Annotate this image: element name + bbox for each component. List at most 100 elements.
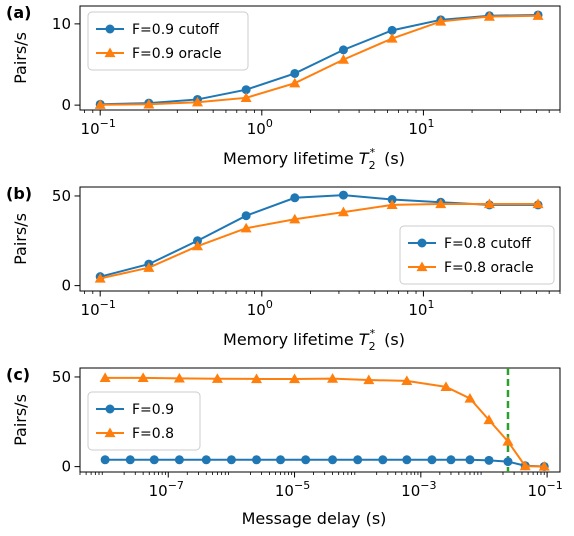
- data-point: [484, 455, 494, 465]
- series-f-0-8-oracle: [94, 198, 544, 283]
- x-tick-exponent: −7: [168, 479, 184, 492]
- data-point: [483, 198, 495, 209]
- data-point: [252, 455, 262, 465]
- plot-frame: [79, 367, 561, 473]
- data-point: [328, 455, 338, 465]
- data-point: [105, 24, 115, 34]
- x-tick-exponent: −5: [294, 479, 310, 492]
- x-axis-label-unit: (s): [366, 509, 387, 528]
- x-tick-label: 10−5: [275, 479, 310, 500]
- data-point: [240, 222, 252, 233]
- data-point: [289, 77, 301, 88]
- data-point: [417, 238, 427, 248]
- data-point: [143, 262, 155, 272]
- legend-box: [87, 11, 249, 71]
- data-point: [327, 373, 339, 383]
- y-axis-label: Pairs/s: [11, 213, 30, 265]
- panel-label: (b): [6, 184, 32, 203]
- data-point: [240, 92, 252, 102]
- x-tick-exponent: 0: [266, 117, 273, 130]
- x-tick-label: 101: [408, 298, 434, 319]
- y-tick-label: 10: [52, 15, 71, 33]
- x-tick-exponent: −1: [100, 117, 116, 130]
- data-point: [464, 392, 476, 403]
- data-point: [94, 99, 106, 109]
- data-point: [427, 455, 437, 465]
- y-tick-label: 0: [61, 458, 71, 476]
- series-line: [99, 203, 539, 280]
- data-point: [378, 455, 388, 465]
- panel-label: (c): [6, 365, 30, 384]
- x-axis-label-superscript: *: [370, 327, 376, 340]
- x-tick-label: 10−1: [81, 298, 116, 319]
- data-point: [337, 206, 349, 217]
- legend: F=0.9 cutoff F=0.9 oracle: [87, 11, 249, 71]
- data-point: [289, 373, 301, 384]
- data-point: [104, 427, 116, 438]
- series-line: [100, 14, 539, 106]
- data-point: [125, 455, 135, 465]
- plot-frame: [79, 5, 561, 111]
- data-point: [191, 240, 203, 251]
- x-axis-label: Memory lifetime T2* (s): [223, 146, 405, 172]
- data-point: [503, 457, 513, 467]
- data-point: [435, 198, 447, 209]
- x-axis-label-text: Message delay: [242, 509, 366, 528]
- x-tick-exponent: −1: [547, 479, 563, 492]
- legend-label: F=0.9 oracle: [132, 46, 222, 62]
- x-tick-label: 101: [408, 117, 434, 138]
- data-point: [211, 373, 223, 383]
- data-point: [137, 372, 149, 382]
- panel-c: 10−7 10−5 10−3 10−1 0 50 Pairs/s (c) Message del…: [6, 365, 563, 528]
- x-tick-exponent: −1: [100, 298, 116, 311]
- panel-label: (a): [6, 3, 31, 22]
- data-point: [401, 375, 413, 386]
- data-point: [337, 54, 349, 64]
- y-tick-label: 0: [61, 277, 71, 295]
- data-point: [191, 96, 203, 107]
- data-point: [416, 261, 428, 272]
- data-point: [353, 455, 363, 465]
- legend-label: F=0.9 cutoff: [132, 22, 219, 38]
- x-tick-exponent: 1: [427, 298, 434, 311]
- y-tick-label: 50: [52, 368, 71, 386]
- x-axis-label-subscript: 2: [369, 340, 376, 353]
- data-point: [402, 455, 412, 465]
- data-point: [440, 381, 452, 391]
- x-axis-label-subscript: 2: [369, 159, 376, 172]
- series-f-0-9: [100, 455, 549, 471]
- data-point: [386, 33, 398, 43]
- x-tick-label: 10−7: [149, 479, 184, 500]
- x-tick-label: 100: [247, 117, 273, 138]
- data-point: [173, 372, 185, 383]
- data-point: [105, 404, 115, 414]
- data-point: [301, 455, 311, 465]
- data-point: [502, 436, 514, 446]
- data-point: [251, 373, 263, 384]
- x-axis-label-unit: (s): [379, 149, 405, 168]
- y-tick-label: 50: [52, 187, 71, 205]
- data-point: [99, 372, 111, 382]
- data-point: [241, 85, 251, 95]
- legend: F=0.9 F=0.8: [87, 391, 201, 451]
- y-axis-label: Pairs/s: [11, 394, 30, 446]
- data-point: [143, 98, 155, 109]
- data-point: [149, 455, 159, 465]
- data-point: [435, 15, 447, 26]
- x-tick-label: 10−3: [401, 479, 436, 500]
- x-axis-label-text: Memory lifetime: [223, 330, 359, 349]
- data-point: [241, 211, 251, 221]
- legend-box: [399, 225, 555, 285]
- x-tick-exponent: −3: [420, 479, 436, 492]
- y-tick-label: 0: [61, 96, 71, 114]
- legend-label: F=0.9: [132, 402, 174, 418]
- x-axis-label-superscript: *: [370, 146, 376, 159]
- plot-frame: [79, 186, 561, 292]
- data-point: [483, 11, 495, 21]
- data-point: [532, 10, 544, 20]
- legend-box: [87, 391, 201, 451]
- x-axis-label: Memory lifetime T2* (s): [223, 327, 405, 353]
- data-point: [338, 45, 348, 55]
- data-point: [290, 68, 300, 78]
- data-point: [363, 374, 375, 385]
